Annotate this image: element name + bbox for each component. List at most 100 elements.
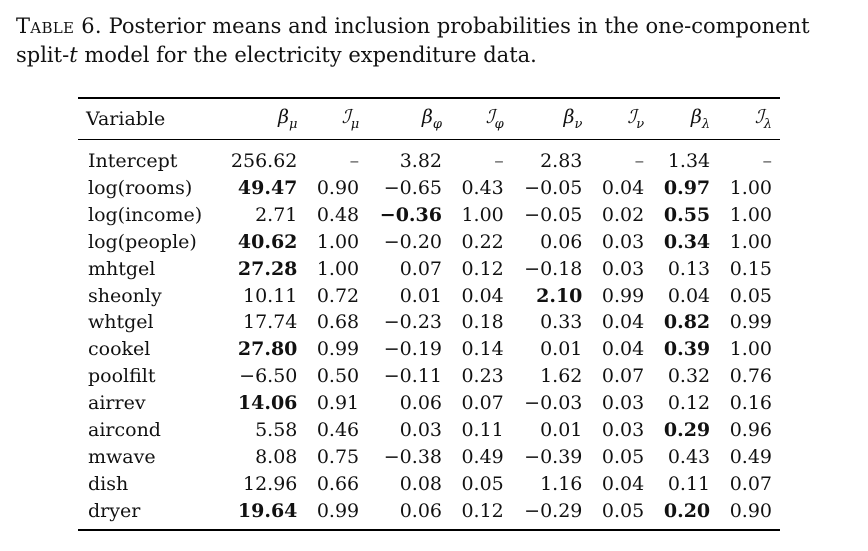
cell-I-lambda: 0.16: [729, 392, 772, 415]
header-beta-phi: βφ: [367, 97, 450, 140]
table-row: mhtgel 27.28 1.00 0.07 0.12 −0.18 0.03 0.13 0.15: [78, 256, 780, 283]
header-beta-mu-symbol: β: [277, 106, 289, 129]
cell-I-lambda: 1.00: [729, 338, 772, 361]
cell-beta-phi: −0.23: [383, 311, 442, 334]
cell-beta-phi: 0.08: [399, 472, 442, 495]
cell-variable: sheonly: [88, 284, 162, 307]
cell-beta-nu: −0.18: [524, 257, 583, 280]
table-row: mwave 8.08 0.75 −0.38 0.49 −0.39 0.05 0.43 0.49: [78, 444, 780, 471]
cell-I-mu: 0.50: [316, 365, 360, 388]
table-row: cookel 27.80 0.99 −0.19 0.14 0.01 0.04 0.39 1.00: [78, 336, 780, 363]
cell-I-phi: 0.05: [461, 472, 504, 495]
cell-beta-phi: −0.19: [383, 338, 442, 361]
cell-beta-phi: 3.82: [399, 150, 442, 172]
cell-I-nu: 0.03: [601, 230, 645, 253]
cell-variable: airrev: [88, 392, 146, 415]
cell-beta-mu: 19.64: [218, 497, 306, 531]
cell-I-lambda: 0.90: [718, 497, 780, 531]
cell-beta-phi: 0.06: [399, 392, 442, 415]
cell-beta-phi: 0.07: [399, 257, 442, 280]
cell-I-mu: 0.75: [316, 445, 360, 468]
cell-variable: dryer: [78, 497, 219, 531]
header-beta-lambda-symbol: β: [690, 106, 702, 129]
cell-I-phi: 0.14: [461, 338, 504, 361]
cell-I-lambda: –: [762, 150, 773, 172]
table-row: Intercept 256.62–3.82–2.83–1.34–: [78, 140, 780, 175]
cell-variable: mhtgel: [88, 257, 156, 280]
results-table: Variable βμ ℐμ βφ ℐφ βν ℐν βλ ℐλ Interce…: [78, 97, 780, 531]
cell-beta-nu: −0.39: [524, 445, 583, 468]
header-beta-nu-sub: ν: [574, 116, 583, 132]
cell-I-phi: 0.49: [461, 445, 504, 468]
cell-I-mu: 0.68: [316, 311, 360, 334]
cell-beta-nu: 2.83: [540, 150, 583, 172]
table-row: airrev 14.06 0.91 0.06 0.07 −0.03 0.03 0.12 0.16: [78, 390, 780, 417]
cell-beta-mu: 10.11: [242, 284, 298, 307]
caption-text-part2: model for the electricity expenditure da…: [77, 43, 537, 67]
cell-I-nu: –: [634, 150, 645, 172]
cell-I-phi: 0.04: [461, 284, 504, 307]
cell-beta-lambda: 0.55: [663, 203, 711, 226]
cell-I-nu: 0.02: [601, 203, 645, 226]
cell-I-mu: 1.00: [316, 230, 360, 253]
cell-beta-nu: −0.29: [511, 497, 591, 531]
header-I-lambda: ℐλ: [718, 97, 780, 140]
caption-t-symbol: t: [69, 43, 78, 67]
table-caption: Table 6. Posterior means and inclusion p…: [16, 12, 856, 70]
cell-variable: mwave: [88, 445, 156, 468]
cell-I-phi: 0.18: [461, 311, 504, 334]
cell-beta-phi: 0.01: [399, 284, 442, 307]
cell-beta-lambda: 0.39: [663, 338, 711, 361]
cell-beta-mu: 256.62: [230, 150, 298, 172]
cell-I-mu: –: [349, 150, 360, 172]
cell-I-mu: 0.46: [316, 419, 360, 442]
cell-beta-lambda: 0.04: [667, 284, 711, 307]
caption-text-part1: Posterior means and inclusion probabilit…: [16, 14, 810, 67]
cell-beta-mu: 14.06: [237, 392, 298, 415]
cell-beta-lambda: 1.34: [667, 150, 711, 172]
cell-beta-nu: 0.01: [540, 419, 583, 442]
cell-beta-mu: −6.50: [239, 365, 298, 388]
cell-variable: log(income): [88, 203, 203, 226]
cell-I-lambda: 0.76: [729, 365, 772, 388]
cell-beta-phi: −0.38: [383, 445, 442, 468]
header-variable: Variable: [78, 97, 219, 140]
cell-beta-phi: −0.36: [379, 203, 442, 226]
header-I-nu-symbol: ℐ: [627, 106, 637, 129]
cell-beta-phi: 0.06: [367, 497, 450, 531]
cell-I-lambda: 1.00: [729, 203, 772, 226]
cell-I-mu: 0.48: [316, 203, 360, 226]
cell-I-mu: 0.90: [316, 176, 360, 199]
cell-I-nu: 0.04: [601, 176, 645, 199]
cell-I-nu: 0.04: [601, 338, 645, 361]
header-beta-nu: βν: [511, 97, 591, 140]
cell-I-lambda: 0.15: [729, 257, 772, 280]
cell-variable: poolfilt: [88, 365, 156, 388]
cell-I-lambda: 1.00: [729, 230, 772, 253]
cell-I-lambda: 0.99: [729, 311, 772, 334]
cell-beta-lambda: 0.97: [663, 176, 711, 199]
cell-I-phi: 0.22: [461, 230, 504, 253]
cell-beta-lambda: 0.13: [667, 257, 711, 280]
header-I-nu: ℐν: [590, 97, 653, 140]
cell-beta-nu: −0.05: [524, 176, 583, 199]
cell-I-phi: 0.23: [461, 365, 504, 388]
cell-beta-nu: −0.03: [524, 392, 583, 415]
cell-beta-mu: 27.28: [237, 257, 298, 280]
table-row: dish 12.96 0.66 0.08 0.05 1.16 0.04 0.11 0.07: [78, 471, 780, 498]
header-I-mu: ℐμ: [305, 97, 368, 140]
cell-beta-mu: 5.58: [255, 419, 298, 442]
cell-I-nu: 0.03: [601, 419, 645, 442]
table-row: log(people) 40.62 1.00 −0.20 0.22 0.06 0.03 0.3…: [78, 229, 780, 256]
cell-I-nu: 0.04: [601, 472, 645, 495]
cell-I-nu: 0.07: [601, 365, 645, 388]
cell-beta-nu: 0.06: [540, 230, 583, 253]
cell-beta-lambda: 0.82: [663, 311, 711, 334]
header-beta-mu-sub: μ: [288, 116, 298, 132]
cell-I-nu: 0.03: [601, 257, 645, 280]
cell-I-mu: 0.91: [316, 392, 360, 415]
table-row: dryer 19.64 0.99 0.06 0.12 −0.29 0.05 0.20 0.90: [78, 497, 780, 531]
cell-beta-nu: −0.05: [524, 203, 583, 226]
table-row: poolfilt −6.50 0.50 −0.11 0.23 1.62 0.07 0.32 0.…: [78, 363, 780, 390]
